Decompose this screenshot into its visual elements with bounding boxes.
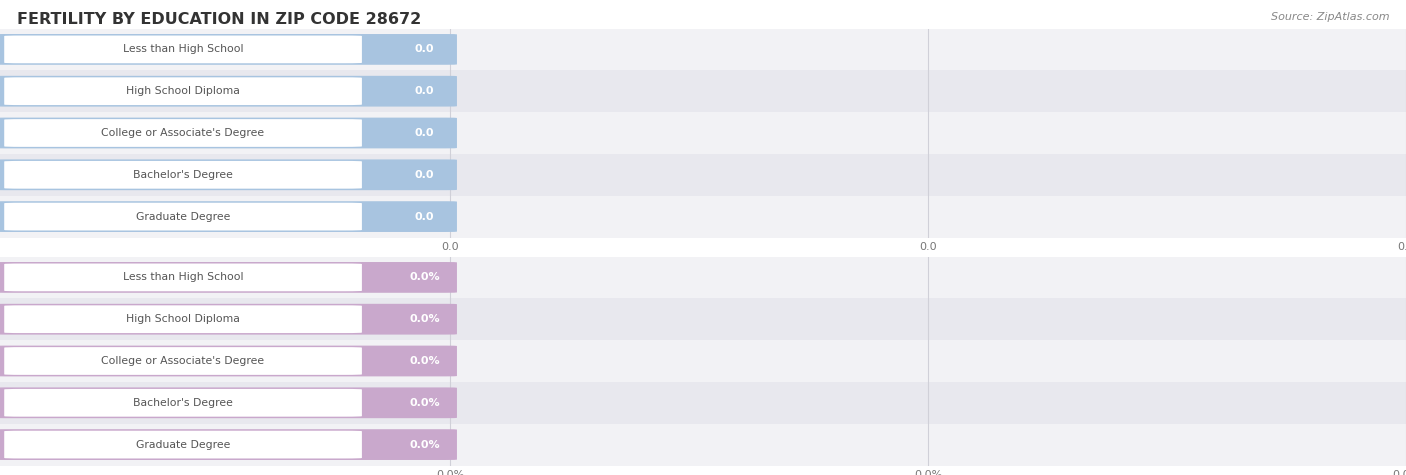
Text: Graduate Degree: Graduate Degree [136, 439, 231, 450]
Text: Less than High School: Less than High School [122, 44, 243, 55]
Text: 0.0%: 0.0% [409, 439, 440, 450]
Text: 0.0%: 0.0% [409, 272, 440, 283]
Bar [0, 112, 1406, 154]
FancyBboxPatch shape [0, 201, 457, 232]
FancyBboxPatch shape [4, 264, 361, 291]
FancyBboxPatch shape [4, 161, 361, 189]
FancyBboxPatch shape [0, 118, 457, 148]
Text: 0.0: 0.0 [415, 170, 434, 180]
FancyBboxPatch shape [0, 34, 457, 65]
Text: High School Diploma: High School Diploma [127, 314, 240, 324]
Bar [0, 340, 1406, 382]
Text: Bachelor's Degree: Bachelor's Degree [134, 398, 233, 408]
FancyBboxPatch shape [4, 431, 361, 458]
FancyBboxPatch shape [4, 119, 361, 147]
Text: College or Associate's Degree: College or Associate's Degree [101, 356, 264, 366]
Text: Graduate Degree: Graduate Degree [136, 211, 231, 222]
Text: 0.0: 0.0 [415, 86, 434, 96]
FancyBboxPatch shape [0, 346, 457, 376]
FancyBboxPatch shape [0, 429, 457, 460]
FancyBboxPatch shape [4, 389, 361, 417]
FancyBboxPatch shape [4, 77, 361, 105]
Bar [0, 28, 1406, 70]
Bar [0, 298, 1406, 340]
Bar [0, 154, 1406, 196]
Text: Less than High School: Less than High School [122, 272, 243, 283]
FancyBboxPatch shape [0, 160, 457, 190]
FancyBboxPatch shape [4, 347, 361, 375]
Text: FERTILITY BY EDUCATION IN ZIP CODE 28672: FERTILITY BY EDUCATION IN ZIP CODE 28672 [17, 12, 422, 27]
Text: Bachelor's Degree: Bachelor's Degree [134, 170, 233, 180]
Text: 0.0: 0.0 [415, 44, 434, 55]
Bar [0, 424, 1406, 466]
Text: 0.0: 0.0 [415, 211, 434, 222]
Text: College or Associate's Degree: College or Associate's Degree [101, 128, 264, 138]
Text: High School Diploma: High School Diploma [127, 86, 240, 96]
Bar [0, 70, 1406, 112]
Bar [0, 382, 1406, 424]
Text: Source: ZipAtlas.com: Source: ZipAtlas.com [1271, 12, 1389, 22]
FancyBboxPatch shape [4, 36, 361, 63]
FancyBboxPatch shape [0, 76, 457, 106]
FancyBboxPatch shape [0, 388, 457, 418]
Bar [0, 196, 1406, 238]
FancyBboxPatch shape [0, 304, 457, 334]
Text: 0.0: 0.0 [415, 128, 434, 138]
FancyBboxPatch shape [4, 203, 361, 230]
Text: 0.0%: 0.0% [409, 398, 440, 408]
Text: 0.0%: 0.0% [409, 314, 440, 324]
FancyBboxPatch shape [0, 262, 457, 293]
Bar [0, 256, 1406, 298]
Text: 0.0%: 0.0% [409, 356, 440, 366]
FancyBboxPatch shape [4, 305, 361, 333]
